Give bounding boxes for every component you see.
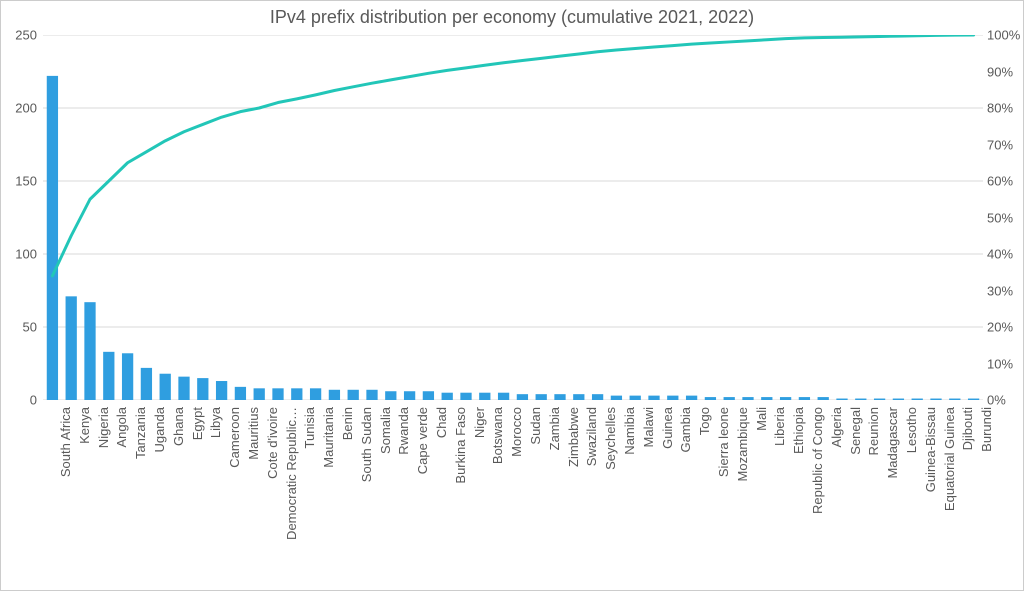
x-category-label: Gambia (679, 407, 692, 587)
y-left-tick: 200 (1, 102, 41, 115)
x-category-label: Senegal (849, 407, 862, 587)
x-category-label: Democratic Republic… (285, 407, 298, 587)
x-category-label: Burundi (980, 407, 993, 587)
x-category-label: Sudan (529, 407, 542, 587)
x-category-label: Niger (473, 407, 486, 587)
x-category-label: Burkina Faso (454, 407, 467, 587)
x-category-label: Cote d'ivoire (266, 407, 279, 587)
x-category-label: Cameroon (228, 407, 241, 587)
y-axis-right: 0%10%20%30%40%50%60%70%80%90%100% (985, 35, 1024, 400)
x-category-label: Uganda (153, 407, 166, 587)
x-category-label: Seychelles (604, 407, 617, 587)
x-category-label: Swaziland (585, 407, 598, 587)
y-left-tick: 150 (1, 175, 41, 188)
x-category-label: Chad (435, 407, 448, 587)
x-category-label: Republic of Congo (811, 407, 824, 587)
y-right-tick: 50% (985, 211, 1024, 224)
x-category-label: Namibia (623, 407, 636, 587)
x-category-label: Togo (698, 407, 711, 587)
x-category-label: South Sudan (360, 407, 373, 587)
x-category-label: Malawi (642, 407, 655, 587)
x-category-label: Mauritius (247, 407, 260, 587)
x-axis: South Africa Kenya Nigeria Angola Tanzania Ug… (43, 403, 983, 589)
y-axis-left: 050100150200250 (1, 35, 41, 400)
y-right-tick: 80% (985, 102, 1024, 115)
x-category-label: Morocco (510, 407, 523, 587)
plot-area (43, 35, 983, 400)
x-category-label: Mauritania (322, 407, 335, 587)
y-left-tick: 250 (1, 29, 41, 42)
x-category-label: Sierra leone (717, 407, 730, 587)
x-category-label: Nigeria (97, 407, 110, 587)
y-right-tick: 70% (985, 138, 1024, 151)
x-category-label: Zimbabwe (567, 407, 580, 587)
y-right-tick: 100% (985, 29, 1024, 42)
x-category-label: Algeria (830, 407, 843, 587)
x-category-label: Djibouti (961, 407, 974, 587)
x-category-label: Mali (755, 407, 768, 587)
x-category-label: Ghana (172, 407, 185, 587)
x-category-label: Reunion (867, 407, 880, 587)
y-right-tick: 90% (985, 65, 1024, 78)
x-category-label: Cape verde (416, 407, 429, 587)
y-left-tick: 50 (1, 321, 41, 334)
x-category-label: Angola (115, 407, 128, 587)
y-left-tick: 100 (1, 248, 41, 261)
y-right-tick: 40% (985, 248, 1024, 261)
x-category-label: Benin (341, 407, 354, 587)
x-category-label: Tanzania (134, 407, 147, 587)
x-category-label: South Africa (59, 407, 72, 587)
x-category-label: Guinea-Bissau (924, 407, 937, 587)
x-category-label: Zambia (548, 407, 561, 587)
x-category-label: Madagascar (886, 407, 899, 587)
x-category-label: Guinea (661, 407, 674, 587)
y-right-tick: 20% (985, 321, 1024, 334)
chart-title: IPv4 prefix distribution per economy (cu… (1, 7, 1023, 28)
x-category-label: Liberia (773, 407, 786, 587)
y-left-tick: 0 (1, 394, 41, 407)
x-category-label: Equatorial Guinea (943, 407, 956, 587)
y-right-tick: 60% (985, 175, 1024, 188)
x-category-label: Rwanda (397, 407, 410, 587)
chart-container: IPv4 prefix distribution per economy (cu… (0, 0, 1024, 591)
x-category-label: Kenya (78, 407, 91, 587)
x-category-label: Libya (209, 407, 222, 587)
x-category-label: Egypt (191, 407, 204, 587)
y-right-tick: 0% (985, 394, 1024, 407)
plot-svg (43, 35, 983, 400)
x-category-label: Tunisia (303, 407, 316, 587)
x-category-label: Botswana (491, 407, 504, 587)
x-category-label: Somalia (379, 407, 392, 587)
y-right-tick: 10% (985, 357, 1024, 370)
x-category-label: Mozambique (736, 407, 749, 587)
x-category-label: Lesotho (905, 407, 918, 587)
y-right-tick: 30% (985, 284, 1024, 297)
x-category-label: Ethiopia (792, 407, 805, 587)
